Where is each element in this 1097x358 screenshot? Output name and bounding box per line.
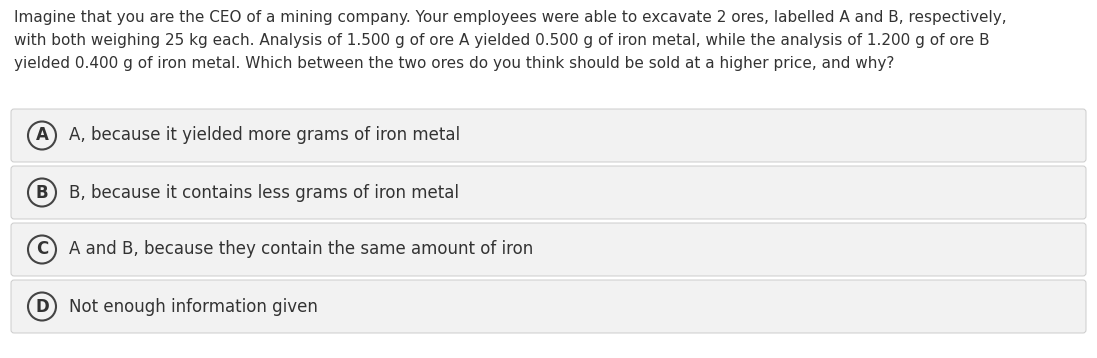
- Circle shape: [29, 121, 56, 150]
- FancyBboxPatch shape: [11, 280, 1086, 333]
- Circle shape: [29, 236, 56, 263]
- Text: B: B: [36, 184, 48, 202]
- FancyBboxPatch shape: [11, 166, 1086, 219]
- Text: Imagine that you are the CEO of a mining company. Your employees were able to ex: Imagine that you are the CEO of a mining…: [14, 10, 1007, 71]
- Circle shape: [29, 292, 56, 320]
- Text: A, because it yielded more grams of iron metal: A, because it yielded more grams of iron…: [69, 126, 460, 145]
- Text: A: A: [35, 126, 48, 145]
- Text: A and B, because they contain the same amount of iron: A and B, because they contain the same a…: [69, 241, 533, 258]
- Text: Not enough information given: Not enough information given: [69, 297, 318, 315]
- Circle shape: [29, 179, 56, 207]
- FancyBboxPatch shape: [11, 109, 1086, 162]
- Text: B, because it contains less grams of iron metal: B, because it contains less grams of iro…: [69, 184, 459, 202]
- Text: D: D: [35, 297, 49, 315]
- FancyBboxPatch shape: [11, 223, 1086, 276]
- Text: C: C: [36, 241, 48, 258]
